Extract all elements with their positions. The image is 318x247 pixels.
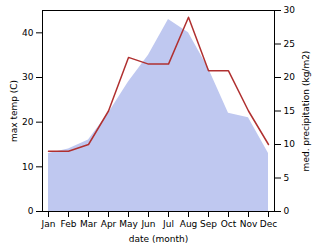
svg-text:Dec: Dec — [260, 219, 277, 229]
svg-text:Feb: Feb — [61, 219, 77, 229]
svg-text:0: 0 — [28, 206, 34, 216]
svg-text:30: 30 — [22, 72, 34, 82]
svg-text:Oct: Oct — [221, 219, 237, 229]
svg-text:max temp (C): max temp (C) — [9, 80, 19, 142]
svg-text:40: 40 — [22, 28, 34, 38]
svg-text:30: 30 — [284, 5, 296, 15]
svg-text:0: 0 — [284, 206, 290, 216]
svg-text:20: 20 — [284, 72, 296, 82]
svg-text:Sep: Sep — [200, 219, 217, 229]
svg-text:25: 25 — [284, 39, 295, 49]
svg-text:Jul: Jul — [162, 219, 174, 229]
svg-text:May: May — [119, 219, 138, 229]
svg-text:10: 10 — [284, 139, 296, 149]
svg-text:med. precipitation (kg/m2): med. precipitation (kg/m2) — [301, 51, 311, 172]
svg-text:15: 15 — [284, 106, 295, 116]
svg-text:20: 20 — [22, 117, 34, 127]
svg-text:5: 5 — [284, 173, 290, 183]
svg-text:Nov: Nov — [240, 219, 258, 229]
svg-text:Apr: Apr — [101, 219, 117, 229]
svg-text:date (month): date (month) — [129, 234, 188, 244]
svg-text:Jun: Jun — [140, 219, 155, 229]
svg-text:10: 10 — [22, 162, 34, 172]
svg-text:Jan: Jan — [41, 219, 56, 229]
svg-text:Mar: Mar — [80, 219, 97, 229]
svg-text:Aug: Aug — [180, 219, 198, 229]
